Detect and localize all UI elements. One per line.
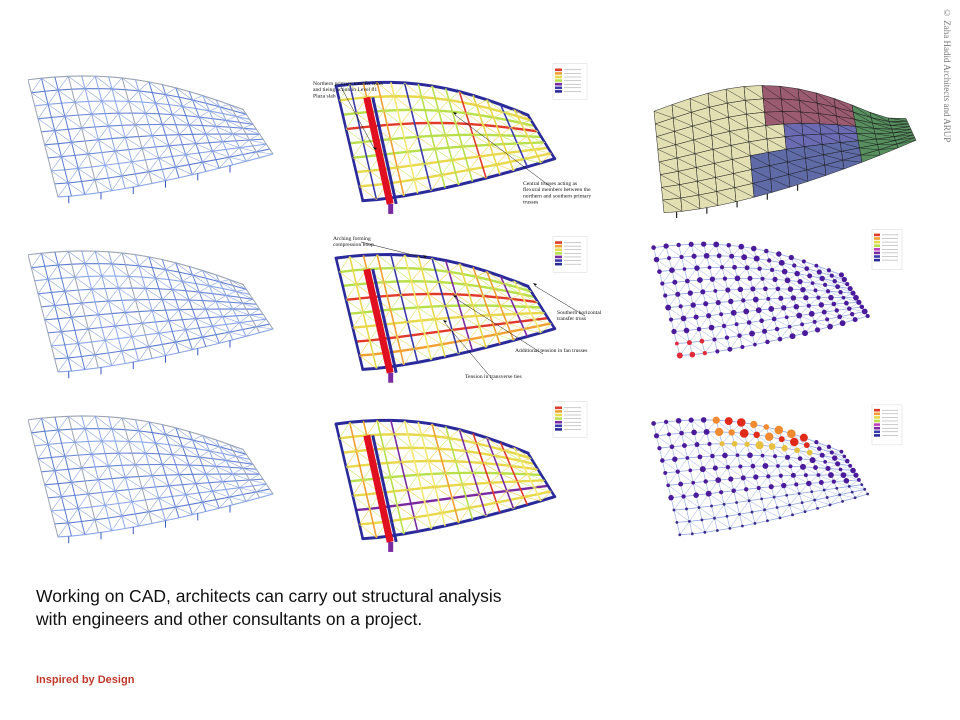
annotation-line: compression hoop xyxy=(333,242,374,248)
annotation-panel5-3: Additional tension in fan trusses xyxy=(515,347,587,354)
wireframe-model-3 xyxy=(28,395,278,560)
wireframe-model-2 xyxy=(28,230,278,395)
annotation-line: transfer truss xyxy=(557,315,586,322)
annotation-panel2-2: Central trusses acting as flexural member… xyxy=(523,181,591,206)
annotation-line: Southern horizontal xyxy=(557,310,602,316)
annotation-panel2-1: Northern primary transfer truss and tiein… xyxy=(313,80,383,99)
stress-diagram-2: Arching forming compression hoop Southern … xyxy=(305,228,615,393)
annotation-line: Additional tension in fan trusses xyxy=(515,347,587,354)
node-displacement-plot-2 xyxy=(648,395,928,560)
node-displacement-plot-1 xyxy=(648,220,928,380)
annotation-line: Plaza slab xyxy=(313,93,336,99)
annotation-line: northern and southern primary xyxy=(523,193,591,199)
caption-line-2: with engineers and other consultants on … xyxy=(36,609,423,629)
annotation-panel5-4: Tension in transverse ties xyxy=(465,374,522,380)
annotation-line: Central trusses acting as xyxy=(523,181,577,187)
annotation-line: Northern primary transfer truss xyxy=(313,80,383,87)
footer-label: Inspired by Design xyxy=(36,674,135,686)
copyright-credit: © Zaha Hadid Architects and ARUP xyxy=(942,8,952,143)
annotation-panel5-1: Arching forming compression hoop xyxy=(333,235,374,248)
annotation-line: and tieing action in Level 01 xyxy=(313,87,377,93)
caption-text: Working on CAD, architects can carry out… xyxy=(36,585,636,631)
rendered-shell-model xyxy=(645,75,925,220)
annotation-panel5-2: Southern horizontal transfer truss xyxy=(557,310,602,322)
annotation-line: trusses xyxy=(523,200,538,206)
stress-diagram-3 xyxy=(305,393,615,563)
annotation-line: flexural members between the xyxy=(523,186,591,193)
annotation-line: Tension in transverse ties xyxy=(465,374,522,380)
stress-diagram-1: Northern primary transfer truss and tiein… xyxy=(305,55,615,225)
wireframe-model-1 xyxy=(28,55,278,220)
annotation-line: Arching forming xyxy=(333,235,371,242)
caption-line-1: Working on CAD, architects can carry out… xyxy=(36,586,502,606)
